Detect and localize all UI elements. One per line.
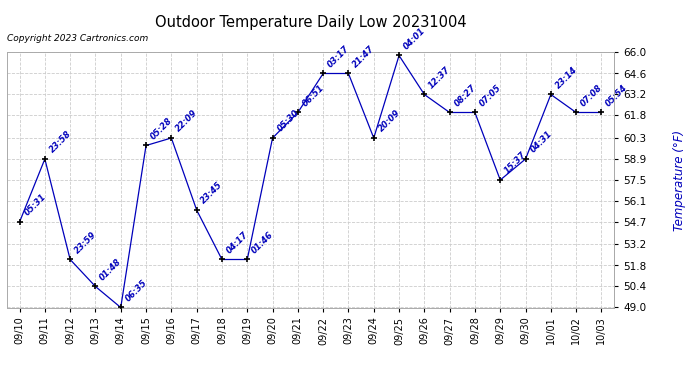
Text: 15:37: 15:37 (503, 150, 529, 176)
Text: 12:37: 12:37 (427, 65, 453, 90)
Text: 07:05: 07:05 (477, 83, 503, 108)
Text: 20:09: 20:09 (377, 108, 402, 134)
Text: 23:59: 23:59 (73, 230, 98, 255)
Text: 08:27: 08:27 (453, 83, 477, 108)
Text: 05:31: 05:31 (22, 192, 48, 218)
Text: 23:45: 23:45 (199, 180, 225, 206)
Text: Temperature (°F): Temperature (°F) (673, 129, 686, 231)
Text: 05:28: 05:28 (149, 116, 174, 141)
Text: 01:46: 01:46 (250, 230, 275, 255)
Text: 23:14: 23:14 (553, 65, 579, 90)
Text: 05:54: 05:54 (604, 83, 629, 108)
Text: 04:17: 04:17 (225, 230, 250, 255)
Text: 23:58: 23:58 (48, 129, 73, 155)
Text: 05:30: 05:30 (275, 108, 301, 134)
Text: 01:48: 01:48 (98, 257, 124, 282)
Text: 03:17: 03:17 (326, 44, 351, 69)
Text: 06:35: 06:35 (124, 278, 149, 303)
Text: 22:09: 22:09 (174, 108, 199, 134)
Text: 21:47: 21:47 (351, 44, 377, 69)
Text: 04:31: 04:31 (529, 129, 553, 155)
Text: 07:08: 07:08 (579, 83, 604, 108)
Text: Outdoor Temperature Daily Low 20231004: Outdoor Temperature Daily Low 20231004 (155, 15, 466, 30)
Text: 04:01: 04:01 (402, 26, 427, 51)
Text: 06:51: 06:51 (301, 83, 326, 108)
Text: Copyright 2023 Cartronics.com: Copyright 2023 Cartronics.com (7, 34, 148, 43)
